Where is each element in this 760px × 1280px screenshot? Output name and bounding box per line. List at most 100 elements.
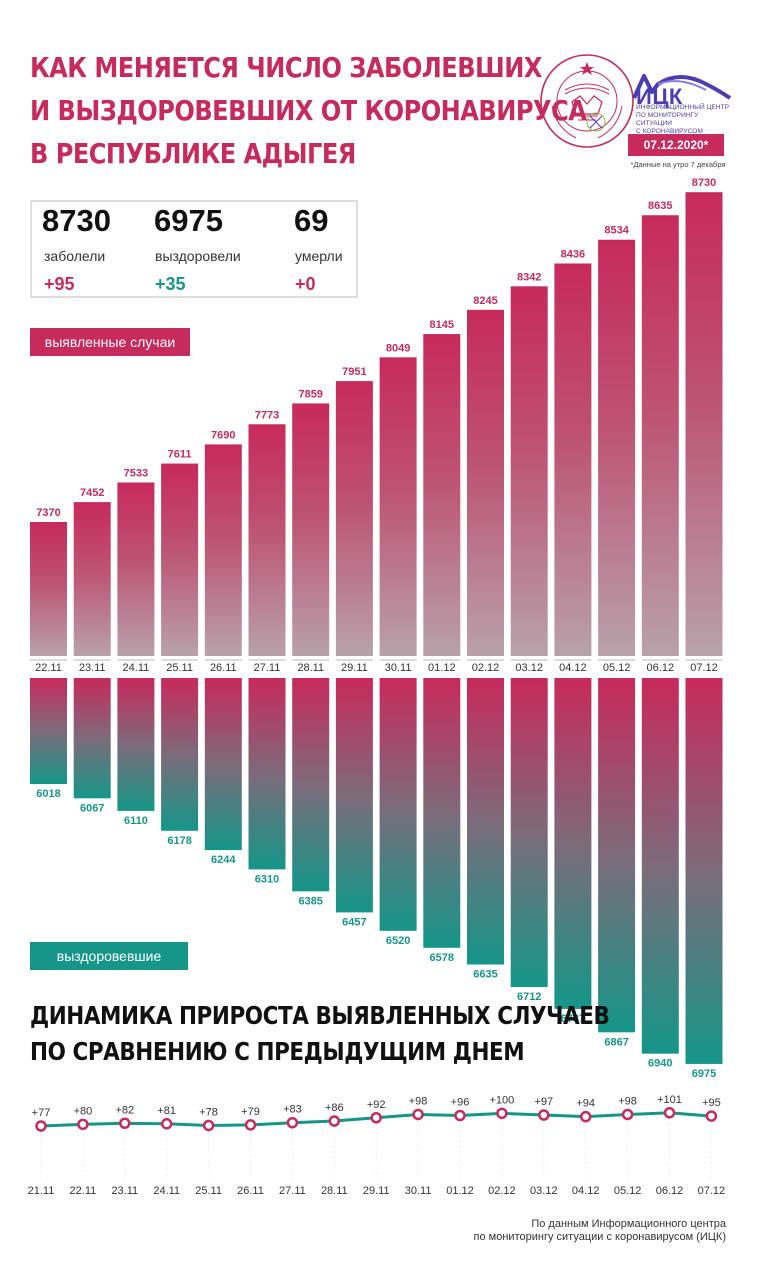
recovered-bar (292, 678, 330, 892)
date-label: 24.11 (123, 662, 150, 674)
growth-value-label: +95 (702, 1097, 721, 1109)
cases-bar (30, 522, 67, 656)
recovered-bar (161, 678, 199, 831)
growth-date-label: 02.12 (488, 1185, 516, 1197)
growth-point (35, 1120, 47, 1132)
growth-date-label: 29.11 (363, 1185, 390, 1197)
recovered-bar (379, 678, 417, 931)
date-label: 03.12 (515, 662, 543, 674)
growth-value-label: +94 (576, 1098, 595, 1110)
recovered-bar (204, 678, 242, 851)
recovered-bar-value: 6712 (517, 991, 541, 1003)
growth-date-label: 30.11 (405, 1185, 432, 1197)
ick-logo-icon (632, 74, 732, 100)
stat-recovered-label: выздоровели (155, 248, 241, 264)
date-label: 30.11 (385, 662, 412, 674)
stats-box (30, 200, 358, 298)
ick-logo-subtitle: ИНФОРМАЦИОННЫЙ ЦЕНТР ПО МОНИТОРИНГУ СИТУ… (636, 104, 729, 135)
growth-value-label: +97 (534, 1096, 553, 1108)
date-label: 07.12 (690, 662, 718, 674)
growth-point (370, 1112, 382, 1124)
cases-bar (204, 444, 242, 656)
cases-bar-value: 7951 (342, 366, 366, 378)
cases-bar (423, 334, 461, 656)
recovered-bar (335, 678, 373, 913)
growth-value-label: +81 (157, 1105, 176, 1117)
growth-point (77, 1118, 89, 1131)
growth-value-label: +83 (283, 1104, 302, 1116)
recovered-bar-value: 6178 (167, 835, 191, 847)
growth-date-label: 27.11 (279, 1185, 306, 1197)
dynamics-title-line: ПО СРАВНЕНИЮ С ПРЕДЫДУЩИМ ДНЕМ (30, 1037, 525, 1066)
date-label: 28.11 (297, 662, 324, 674)
cases-bar-value: 8635 (648, 200, 672, 212)
date-label: 26.11 (210, 662, 237, 674)
cases-bar (161, 463, 199, 656)
cases-legend-label: выявленные случаи (30, 328, 190, 356)
cases-bar (467, 309, 504, 656)
daily-growth-line-chart: +77 +80 +82 +81 +78 +79 +83 +86 +92 +98 +96 +100 +97… (28, 1094, 726, 1197)
recovered-bar-value: 6018 (36, 788, 60, 800)
growth-value-label: +80 (74, 1105, 93, 1117)
cases-bar (641, 215, 679, 657)
recovered-bar-value: 6940 (648, 1058, 672, 1070)
growth-date-label: 06.12 (656, 1185, 684, 1197)
recovered-bar-value: 6385 (298, 895, 322, 907)
cases-bar (554, 263, 592, 656)
cases-bar (248, 424, 286, 656)
cases-bar-value: 7452 (80, 487, 104, 499)
cases-bar (335, 381, 373, 656)
recovered-bar-value: 6110 (124, 815, 148, 827)
growth-point (160, 1118, 173, 1130)
recovered-bar-value: 6457 (342, 916, 366, 928)
growth-value-label: +98 (409, 1095, 428, 1107)
cases-bar (292, 403, 330, 656)
date-label: 27.11 (254, 662, 281, 674)
cases-bar-value: 7859 (298, 388, 322, 400)
growth-value-label: +79 (241, 1106, 260, 1118)
cases-bar-value: 8145 (430, 319, 454, 331)
growth-point (202, 1119, 215, 1132)
footer-source: По данным Информационного центра по мони… (473, 1218, 726, 1243)
growth-point (244, 1119, 257, 1131)
recovered-bar-value: 6787 (561, 1013, 585, 1025)
date-label: 02.12 (472, 662, 500, 674)
date-label: 23.11 (79, 662, 106, 674)
date-badge: 07.12.2020* (628, 134, 724, 156)
growth-date-label: 22.11 (70, 1185, 97, 1197)
cases-bar-value: 8730 (692, 177, 716, 189)
growth-date-label: 03.12 (530, 1185, 558, 1197)
recovered-bar-value: 6578 (430, 952, 454, 964)
cases-bar (685, 192, 723, 656)
cases-bar-value: 7773 (255, 409, 279, 421)
growth-value-label: +98 (618, 1095, 637, 1107)
recovered-bar (117, 678, 155, 811)
growth-date-label: 28.11 (321, 1185, 348, 1197)
growth-point (454, 1109, 466, 1122)
growth-value-label: +77 (32, 1107, 51, 1119)
recovered-bar-value: 6067 (80, 802, 104, 814)
growth-value-label: +78 (199, 1106, 218, 1118)
stat-cases-value: 8730 (42, 203, 111, 238)
growth-date-label: 05.12 (614, 1185, 642, 1197)
recovered-bar (598, 678, 636, 1033)
growth-date-label: 01.12 (446, 1185, 474, 1197)
recovered-bar (30, 678, 67, 784)
recovered-bar (641, 678, 679, 1054)
cases-bar-value: 8245 (473, 295, 497, 307)
title-line: КАК МЕНЯЕТСЯ ЧИСЛО ЗАБОЛЕВШИХ (30, 51, 542, 84)
growth-date-label: 24.11 (153, 1185, 180, 1197)
growth-point (538, 1109, 550, 1121)
stat-cases-delta: +95 (44, 274, 75, 294)
dynamics-title-line: ДИНАМИКА ПРИРОСТА ВЫЯВЛЕННЫХ СЛУЧАЕВ (30, 1001, 610, 1030)
growth-value-label: +86 (325, 1102, 344, 1114)
growth-date-label: 04.12 (572, 1185, 600, 1197)
recovered-bar-value: 6244 (211, 854, 236, 866)
growth-value-label: +82 (115, 1104, 134, 1116)
recovered-bar (554, 678, 592, 1009)
cases-bar-value: 7533 (124, 467, 148, 479)
recovered-bar (510, 678, 548, 987)
recovered-bar-value: 6975 (692, 1068, 716, 1080)
growth-date-label: 21.11 (28, 1185, 55, 1197)
